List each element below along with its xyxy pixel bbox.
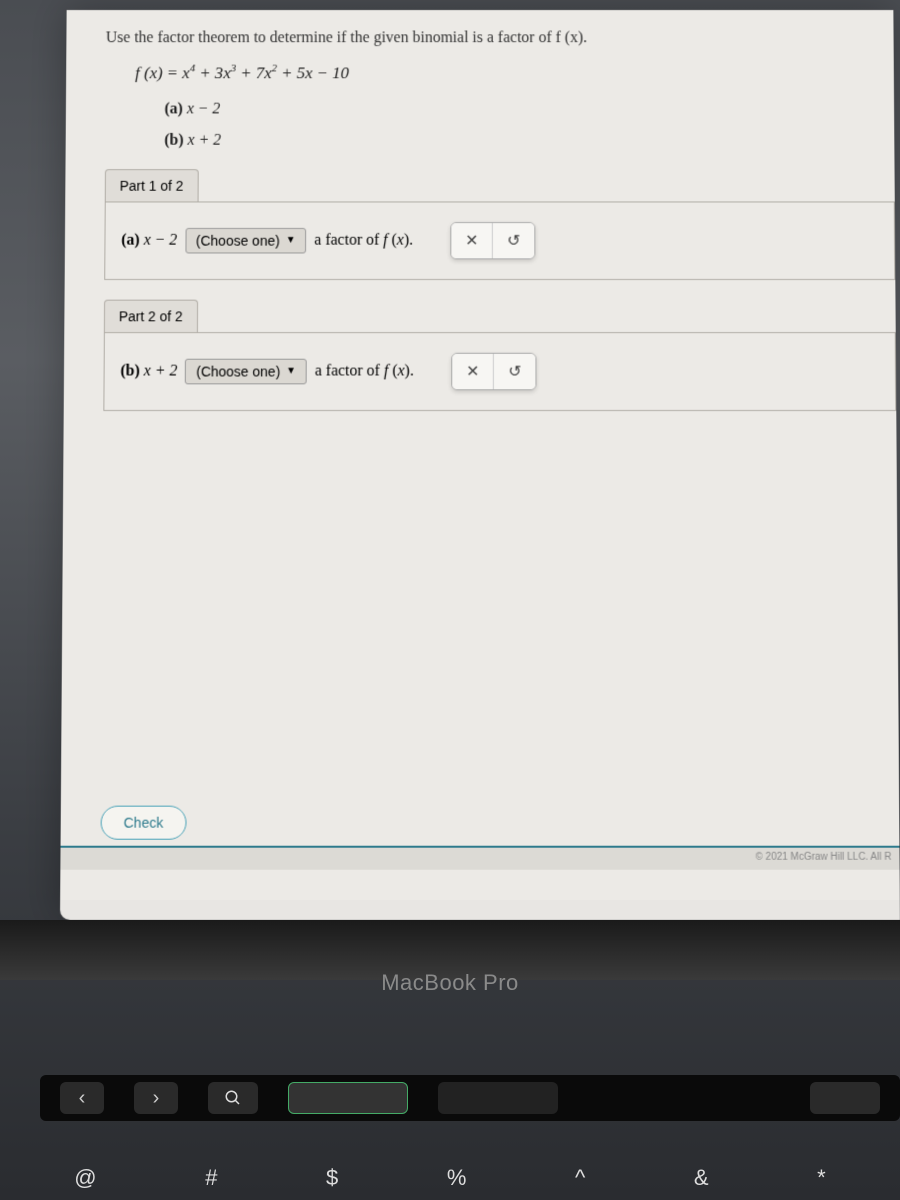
chevron-down-icon: ▼ (286, 235, 296, 245)
undo-button[interactable]: ↺ (494, 353, 536, 388)
part-1: Part 1 of 2 (a) x − 2 (Choose one) ▼ a f… (104, 169, 895, 280)
copyright-bar: © 2021 McGraw Hill LLC. All R (60, 846, 899, 870)
key-star: * (817, 1165, 826, 1191)
option-b: (b) x + 2 (164, 132, 894, 150)
part-1-dropdown[interactable]: (Choose one) ▼ (185, 228, 306, 254)
symbol-palette-2: ✕ ↺ (451, 352, 536, 389)
part-2: Part 2 of 2 (b) x + 2 (Choose one) ▼ a f… (103, 299, 896, 410)
part-1-body: (a) x − 2 (Choose one) ▼ a factor of f (… (104, 201, 895, 280)
key-caret: ^ (575, 1165, 585, 1191)
key-at: @ (74, 1165, 96, 1191)
copyright-text: © 2021 McGraw Hill LLC. All R (755, 852, 891, 863)
key-hash: # (205, 1165, 217, 1191)
macbook-label: MacBook Pro (0, 970, 900, 996)
formula: f (x) = x4 + 3x3 + 7x2 + 5x − 10 (135, 63, 894, 83)
part-1-label: (a) x − 2 (121, 232, 177, 250)
clear-button[interactable]: ✕ (452, 223, 494, 258)
keyboard-row: @ # $ % ^ & * (0, 1155, 900, 1200)
touchbar-search[interactable] (208, 1082, 258, 1114)
touchbar: ‹ › (40, 1075, 900, 1121)
problem-content: Use the factor theorem to determine if t… (60, 10, 900, 900)
key-percent: % (447, 1165, 467, 1191)
touchbar-forward[interactable]: › (134, 1082, 178, 1114)
part-2-label: (b) x + 2 (120, 362, 177, 380)
search-icon (224, 1089, 242, 1107)
touchbar-field-1[interactable] (288, 1082, 408, 1114)
part-2-body: (b) x + 2 (Choose one) ▼ a factor of f (… (103, 332, 896, 411)
part-2-suffix: a factor of f (x). (315, 362, 414, 380)
question-prompt: Use the factor theorem to determine if t… (106, 30, 894, 48)
key-amp: & (694, 1165, 709, 1191)
touchbar-field-2[interactable] (438, 1082, 558, 1114)
touchbar-back[interactable]: ‹ (60, 1082, 104, 1114)
part-2-header: Part 2 of 2 (104, 299, 198, 331)
undo-button[interactable]: ↺ (493, 223, 535, 258)
touchbar-right-control[interactable] (810, 1082, 880, 1114)
key-dollar: $ (326, 1165, 338, 1191)
part-2-dropdown[interactable]: (Choose one) ▼ (185, 358, 307, 384)
clear-button[interactable]: ✕ (452, 353, 494, 388)
check-button[interactable]: Check (101, 806, 187, 840)
part-1-header: Part 1 of 2 (105, 169, 199, 201)
option-a: (a) x − 2 (164, 100, 894, 118)
symbol-palette-1: ✕ ↺ (451, 222, 536, 259)
check-row: Check (101, 806, 187, 840)
part-1-suffix: a factor of f (x). (314, 232, 413, 250)
chevron-down-icon: ▼ (286, 366, 296, 376)
